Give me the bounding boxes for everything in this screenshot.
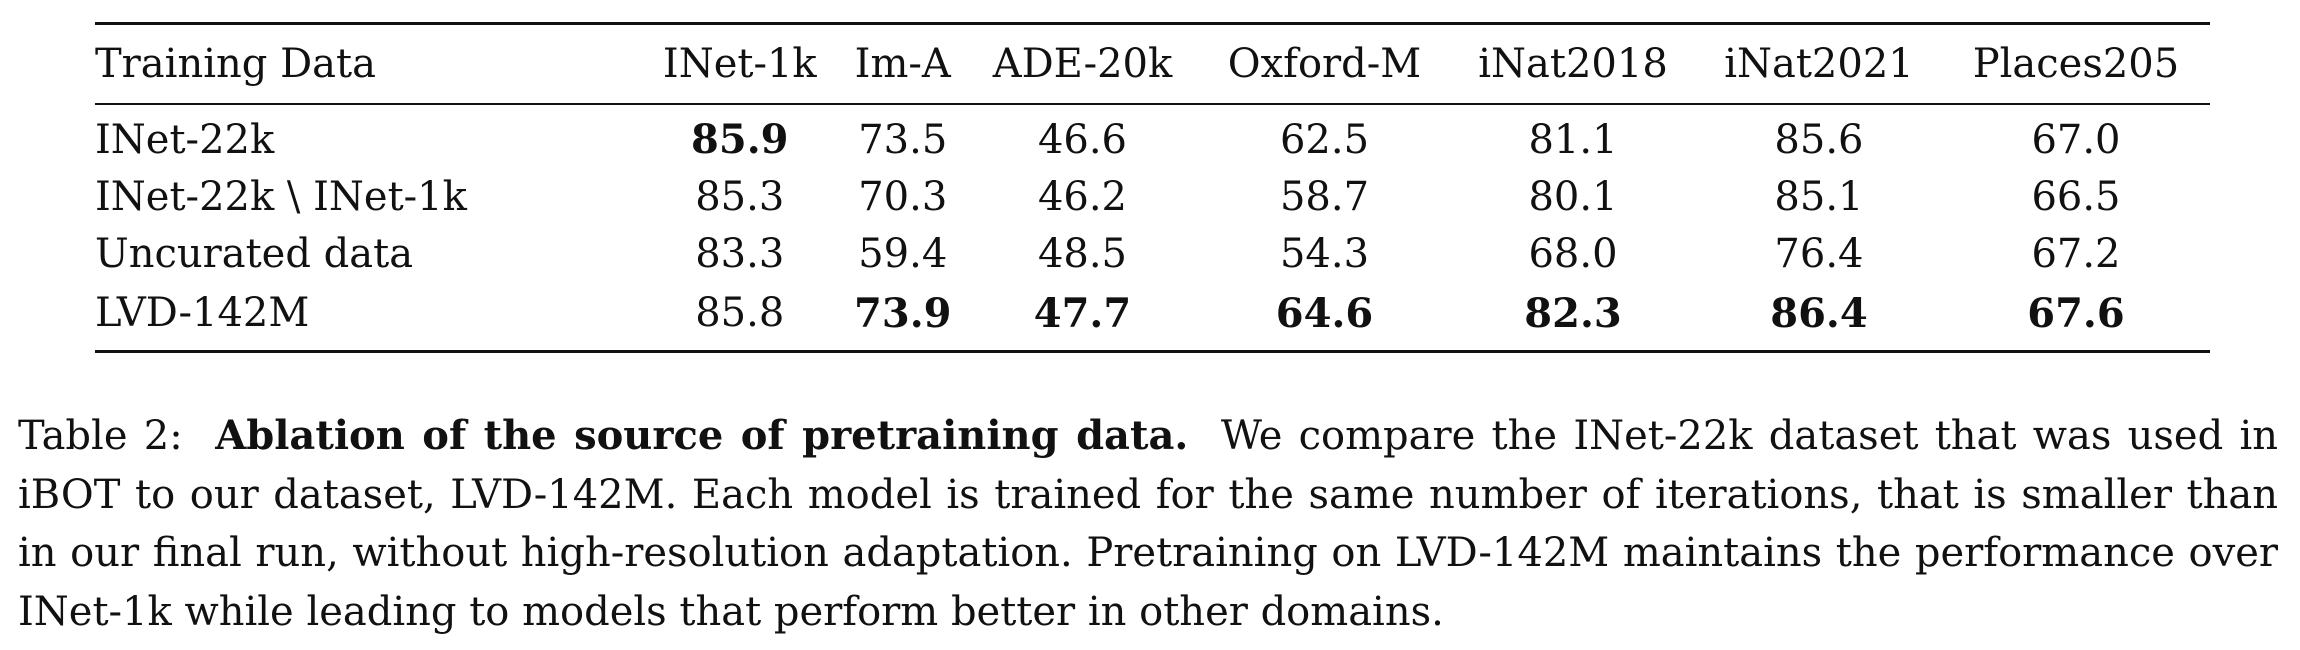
table-cell: 66.5 [2031, 173, 2121, 220]
table-cell: 85.9 [691, 116, 789, 163]
table-cell: 67.2 [2031, 230, 2121, 277]
table-cell: 67.6 [1941, 282, 2210, 353]
header-inat2018: iNat2018 [1450, 22, 1696, 105]
table-caption: Table 2: Ablation of the source of pretr… [18, 407, 2278, 641]
table-cell: 46.2 [1037, 173, 1127, 220]
caption-label: Table 2: [18, 413, 183, 459]
table-cell: 76.4 [1774, 230, 1864, 277]
header-inat2021: iNat2021 [1695, 22, 1942, 105]
header-inet-1k: INet-1k [640, 22, 840, 105]
table-cell: 81.1 [1528, 116, 1618, 163]
table-cell: 82.3 [1450, 282, 1696, 353]
header-ade-20k: ADE-20k [965, 22, 1199, 105]
table-cell: 70.3 [858, 173, 948, 220]
table-cell: 83.3 [695, 230, 785, 277]
row-label: INet-22k \ INet-1k [95, 173, 467, 220]
table-cell: 47.7 [965, 282, 1199, 353]
table-cell: 58.7 [1279, 173, 1370, 220]
caption-text: We compare the INet-22k dataset that was… [18, 413, 2279, 635]
row-label: Uncurated data [95, 230, 414, 277]
table-row: INet-22k 85.9 73.5 46.6 62.5 81.1 85.6 6… [95, 104, 2210, 168]
table-cell: 80.1 [1528, 173, 1618, 220]
table-cell: 73.5 [858, 116, 948, 163]
header-places205: Places205 [1941, 22, 2210, 105]
table-cell: 85.1 [1774, 173, 1864, 220]
table-cell: 85.3 [695, 173, 785, 220]
table-row: LVD-142M 85.8 73.9 47.7 64.6 82.3 86.4 6… [95, 282, 2210, 353]
table-cell: 62.5 [1279, 116, 1370, 163]
table-row: INet-22k \ INet-1k 85.3 70.3 46.2 58.7 8… [95, 168, 2210, 225]
table-cell: 86.4 [1695, 282, 1942, 353]
table-cell: 59.4 [858, 230, 948, 277]
table-cell: 68.0 [1528, 230, 1618, 277]
results-table-container: Training Data INet-1k Im-A ADE-20k Oxfor… [95, 22, 2210, 353]
table-header-row: Training Data INet-1k Im-A ADE-20k Oxfor… [95, 22, 2210, 105]
table-cell: 85.8 [640, 282, 840, 353]
row-label: LVD-142M [95, 282, 640, 353]
table-cell: 67.0 [2031, 116, 2121, 163]
ablation-table: Training Data INet-1k Im-A ADE-20k Oxfor… [95, 22, 2210, 353]
caption-title: Ablation of the source of pretraining da… [215, 412, 1189, 459]
table-body: INet-22k 85.9 73.5 46.6 62.5 81.1 85.6 6… [95, 104, 2210, 353]
row-label: INet-22k [95, 116, 275, 163]
table-row: Uncurated data 83.3 59.4 48.5 54.3 68.0 … [95, 225, 2210, 282]
table-cell: 64.6 [1198, 282, 1451, 353]
header-training-data: Training Data [95, 22, 640, 105]
table-cell: 85.6 [1774, 116, 1864, 163]
header-im-a: Im-A [839, 22, 966, 105]
table-cell: 73.9 [839, 282, 966, 353]
table-cell: 54.3 [1279, 230, 1370, 277]
table-cell: 48.5 [1037, 230, 1127, 277]
header-oxford-m: Oxford-M [1198, 22, 1451, 105]
table-cell: 46.6 [1037, 116, 1127, 163]
